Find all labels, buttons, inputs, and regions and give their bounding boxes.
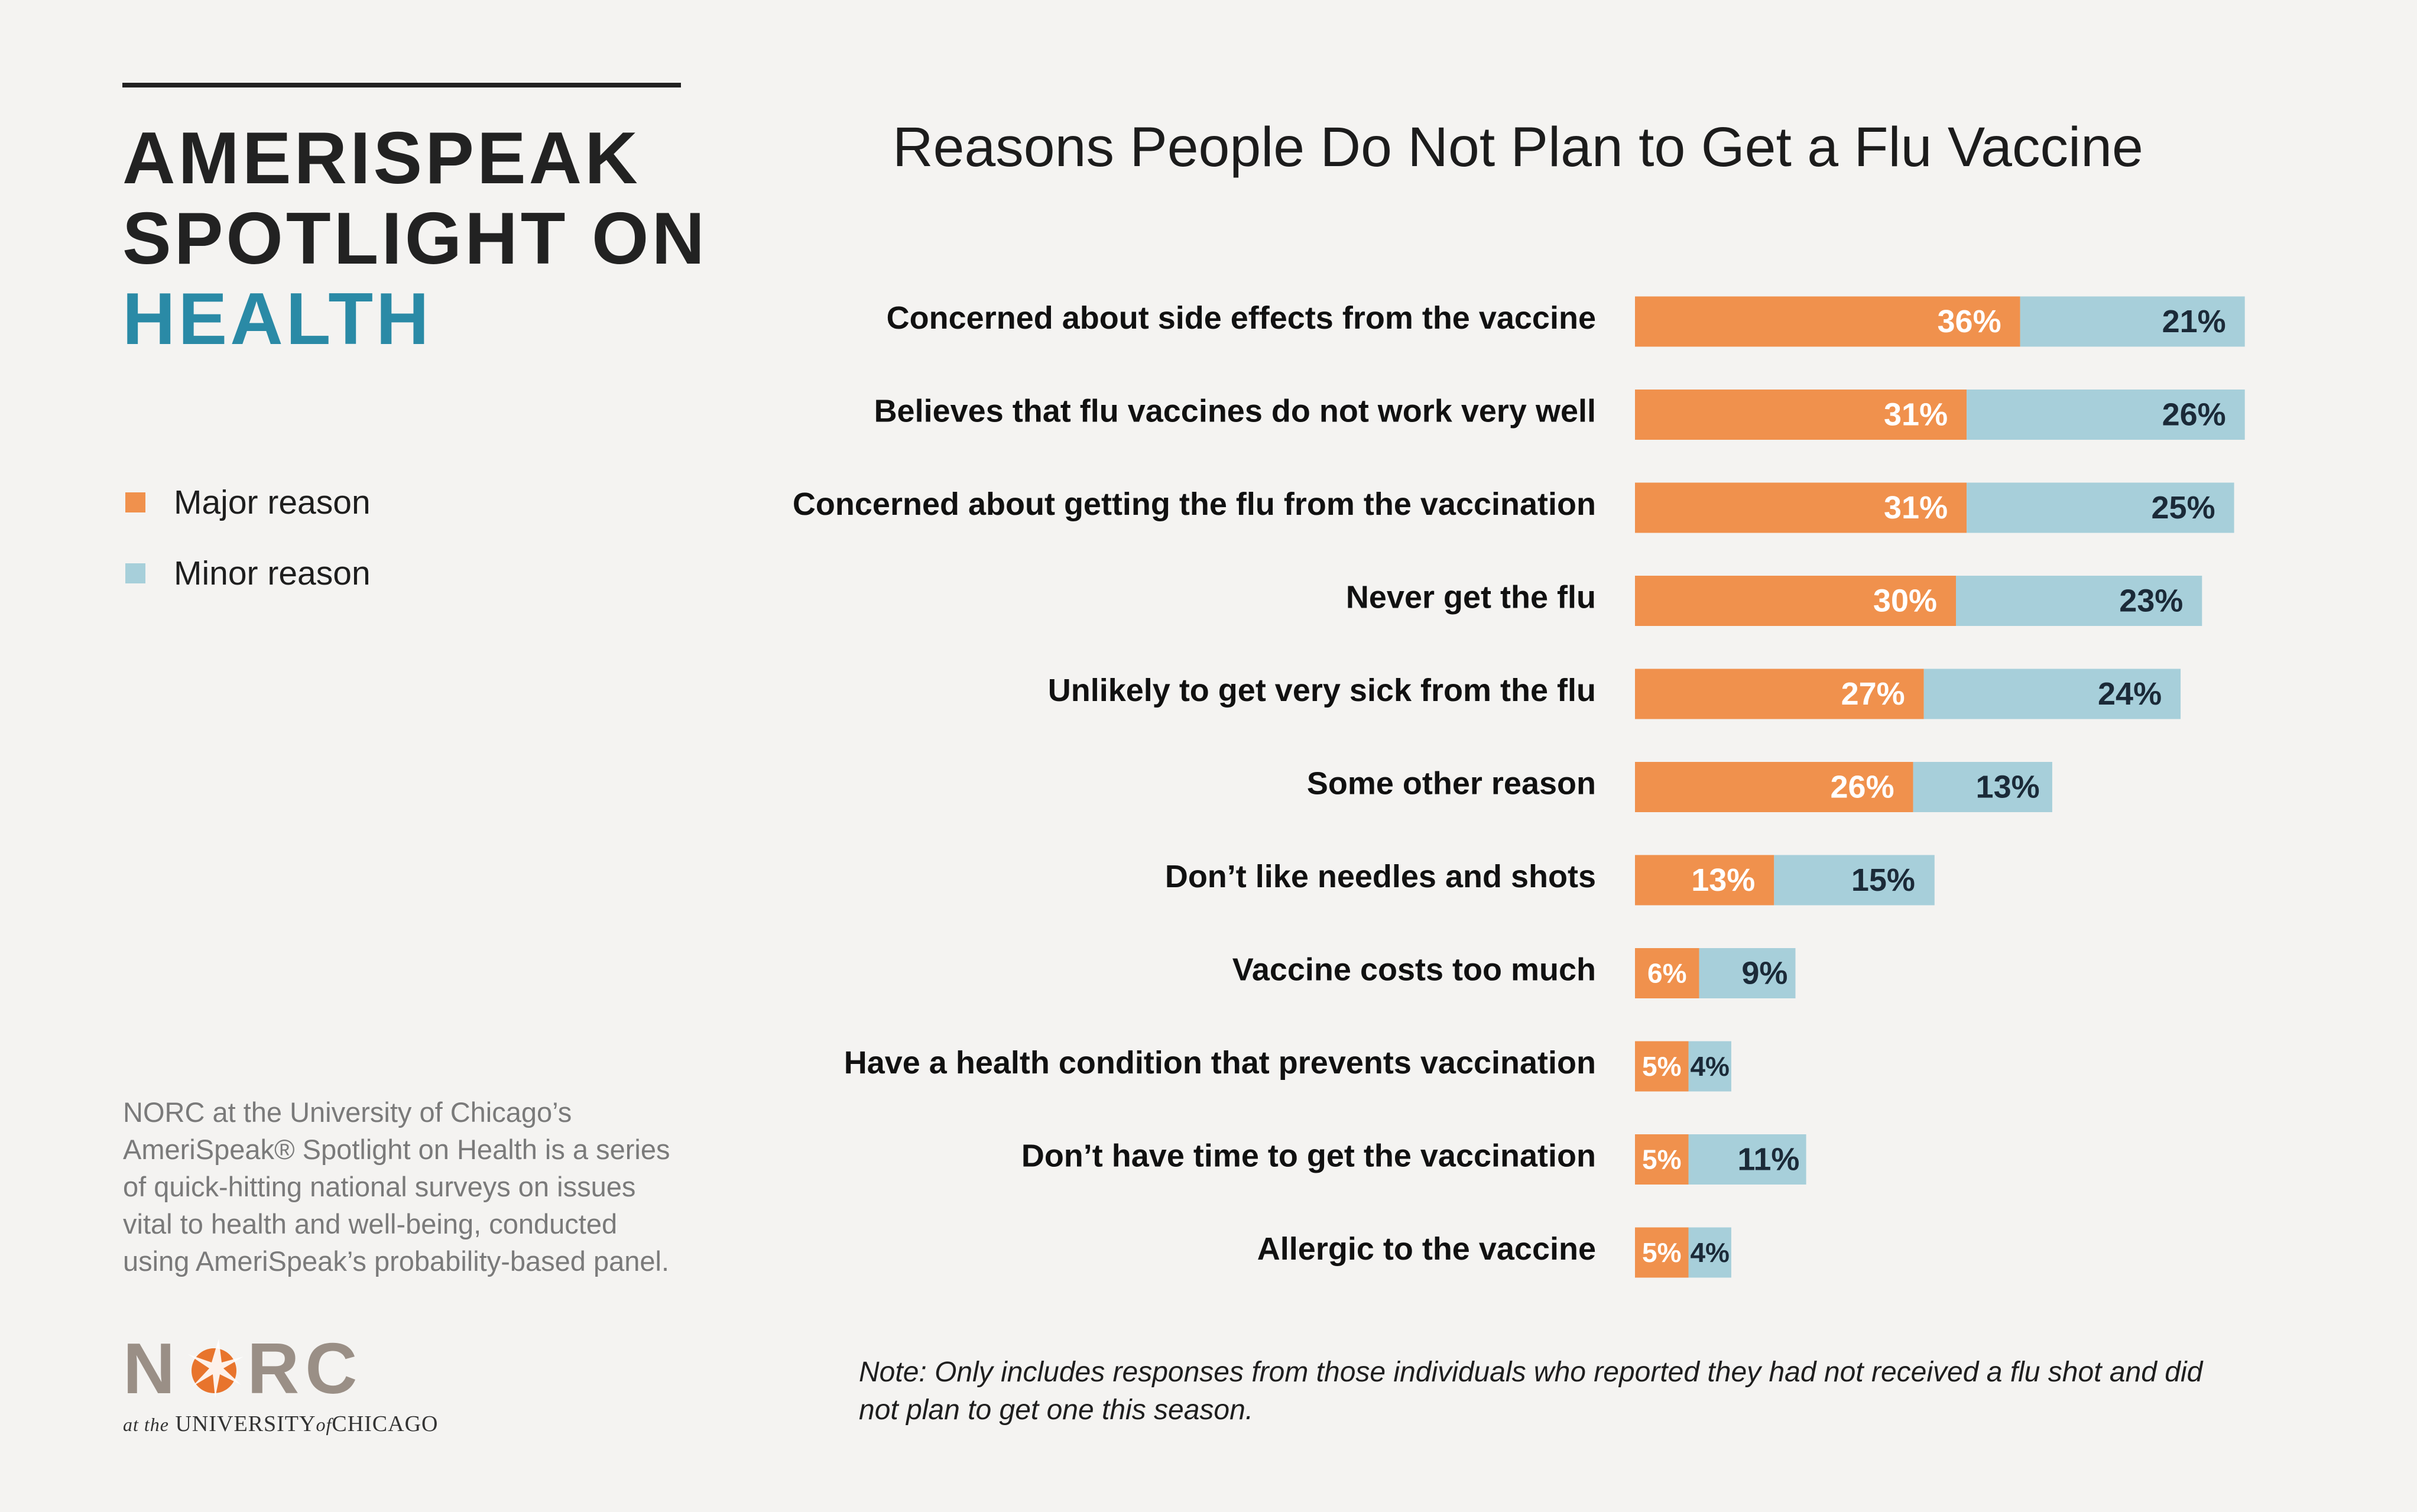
data-label-major: 5% [1642,1051,1681,1082]
logo-subtitle: at the UNIVERSITYofCHICAGO [123,1411,438,1437]
bar-major [1635,855,1774,906]
data-label-minor: 26% [2162,397,2226,433]
category-label: Some other reason [1307,766,1596,802]
bar-minor [1688,1227,1731,1278]
data-label-minor: 9% [1741,956,1787,991]
bar-minor [1913,762,2052,812]
legend-swatch-major [125,492,145,512]
logo-sub-city: CHICAGO [332,1412,439,1436]
legend-label-minor: Minor reason [174,554,371,592]
about-line-5: using AmeriSpeak’s probability-based pan… [123,1245,670,1277]
legend: Major reason Minor reason [125,467,371,609]
bar-major [1635,762,1913,812]
data-label-minor: 23% [2119,583,2183,619]
logo-letters-rc: RC [247,1328,364,1409]
bar-major [1635,948,1699,998]
logo-sub-uni: UNIVERSITY [175,1412,316,1436]
bar-major [1635,669,1924,719]
about-line-4: vital to health and well-being, conducte… [123,1208,618,1240]
data-label-major: 30% [1873,583,1937,619]
footnote: Note: Only includes responses from those… [859,1354,2301,1429]
bar-major [1635,576,1956,626]
brand-line-1: AMERISPEAK [122,118,641,199]
data-label-major: 13% [1691,862,1755,898]
bar-minor [1967,482,2234,533]
bar-minor [1774,855,1935,906]
legend-swatch-minor [125,563,145,583]
bar-minor [1699,948,1796,998]
category-label: Unlikely to get very sick from the flu [1048,673,1596,708]
about-line-1: NORC at the University of Chicago’s [123,1096,572,1128]
category-label: Allergic to the vaccine [1257,1231,1596,1267]
logo-sub-of: of [316,1414,332,1435]
category-label: Concerned about getting the flu from the… [793,486,1596,522]
data-label-major: 31% [1884,397,1948,433]
data-label-minor: 4% [1690,1051,1729,1082]
brand-line-3: HEALTH [122,278,432,360]
category-label: Vaccine costs too much [1232,952,1596,988]
brand-title: AMERISPEAK SPOTLIGHT ON HEALTH [122,118,708,359]
legend-item-minor: Minor reason [125,538,371,609]
bar-major [1635,1134,1689,1185]
data-label-minor: 24% [2098,676,2162,712]
header-rule [122,83,681,87]
data-label-minor: 4% [1690,1237,1729,1268]
chart-title: Reasons People Do Not Plan to Get a Flu … [893,116,2143,179]
data-label-major: 5% [1642,1237,1681,1268]
data-label-major: 27% [1841,676,1905,712]
category-label: Have a health condition that prevents va… [844,1045,1596,1081]
bar-major [1635,482,1967,533]
data-label-major: 26% [1831,770,1894,805]
logo-wordmark: N RC [123,1328,438,1409]
category-label: Don’t like needles and shots [1165,859,1596,894]
bar-major [1635,296,2020,347]
data-label-major: 6% [1647,958,1686,989]
bar-minor [1688,1041,1731,1092]
about-text: NORC at the University of Chicago’s Amer… [123,1094,714,1280]
data-label-major: 36% [1938,304,2001,339]
bar-major [1635,390,1967,440]
bar-major [1635,1227,1689,1278]
bar-minor [2020,296,2245,347]
category-label: Concerned about side effects from the va… [887,300,1596,336]
data-label-minor: 11% [1737,1142,1799,1177]
bar-major [1635,1041,1689,1092]
footnote-line-2: not plan to get one this season. [859,1394,1254,1426]
legend-label-major: Major reason [174,484,371,521]
data-label-major: 31% [1884,490,1948,525]
about-line-3: of quick-hitting national surveys on iss… [123,1171,636,1202]
about-line-2: AmeriSpeak® Spotlight on Health is a ser… [123,1134,670,1165]
logo-star-icon [188,1339,244,1398]
logo-sub-pre: at the [123,1414,169,1435]
legend-item-major: Major reason [125,467,371,538]
bar-minor [1956,576,2202,626]
norc-logo: N RC at the UNIVERSITYofCHICAGO [123,1328,438,1437]
data-label-minor: 13% [1976,770,2040,805]
category-label: Never get the flu [1346,580,1596,615]
data-label-major: 5% [1642,1144,1681,1175]
bar-minor [1923,669,2181,719]
bar-minor [1688,1134,1806,1185]
logo-letter-n: N [123,1328,181,1409]
data-label-minor: 21% [2162,304,2226,339]
data-label-minor: 25% [2152,490,2215,525]
data-label-minor: 15% [1851,862,1915,898]
brand-line-2: SPOTLIGHT ON [122,198,708,280]
category-label: Believes that flu vaccines do not work v… [874,394,1596,429]
category-label: Don’t have time to get the vaccination [1021,1138,1596,1174]
bar-minor [1967,390,2245,440]
footnote-line-1: Note: Only includes responses from those… [859,1357,2203,1388]
